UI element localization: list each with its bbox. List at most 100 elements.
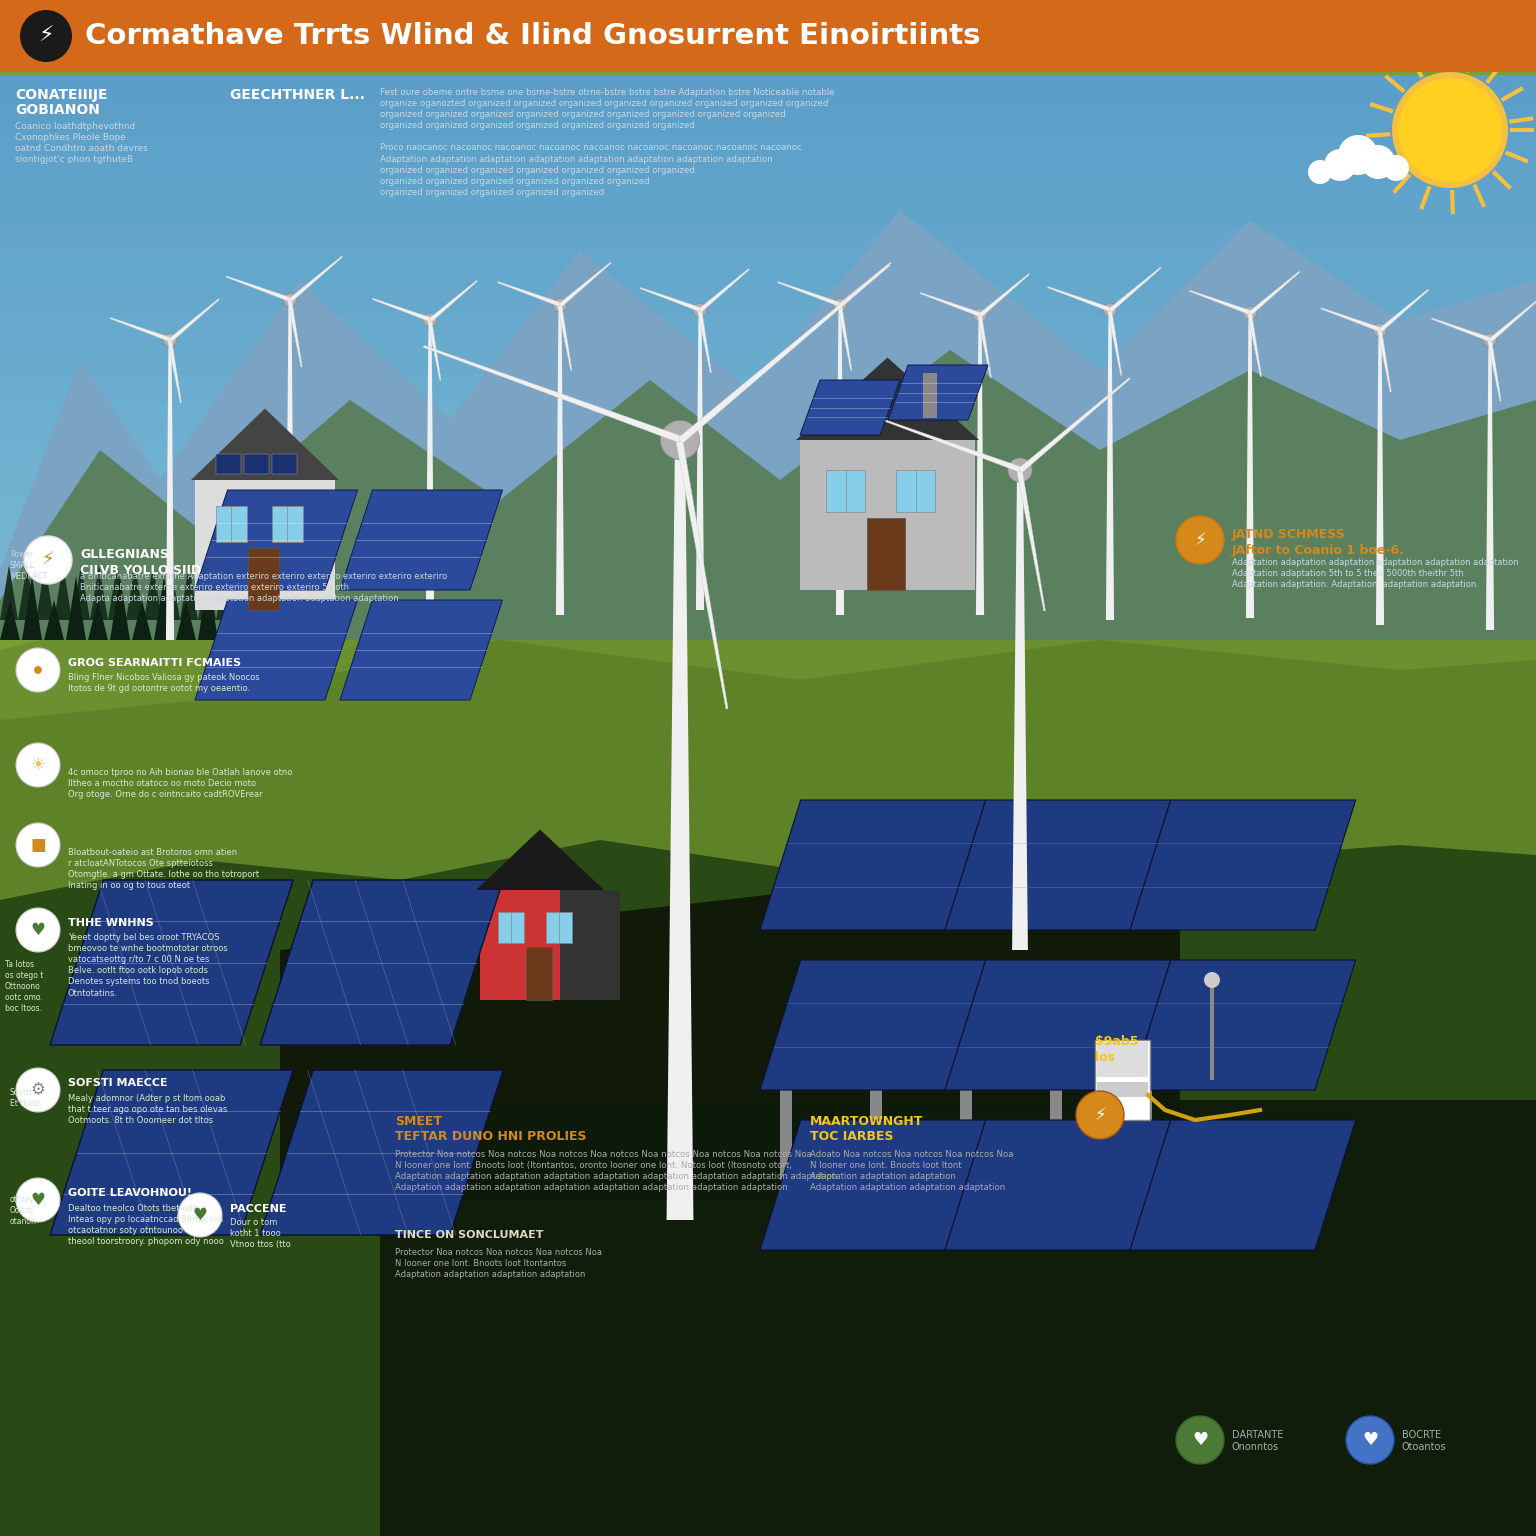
Polygon shape: [1130, 800, 1356, 929]
Text: ottoay
Ooltos
otanon: ottoay Ooltos otanon: [11, 1195, 37, 1226]
Text: 4c omoco tproo no Aih bionao ble Oatlah lanove otno
Iltheo a moctho otatoco oo m: 4c omoco tproo no Aih bionao ble Oatlah …: [68, 768, 292, 799]
Bar: [0, 495, 1536, 525]
Bar: [0, 614, 1536, 647]
Polygon shape: [975, 315, 985, 614]
Polygon shape: [195, 490, 358, 590]
Polygon shape: [0, 350, 1536, 641]
Bar: [869, 1051, 882, 1180]
Circle shape: [1361, 144, 1395, 180]
Bar: [249, 548, 280, 610]
Polygon shape: [429, 281, 478, 323]
Text: ■: ■: [31, 836, 46, 854]
Bar: [780, 1051, 793, 1180]
Polygon shape: [1109, 267, 1161, 312]
Circle shape: [1484, 333, 1496, 347]
Polygon shape: [252, 565, 270, 621]
Polygon shape: [226, 276, 290, 301]
Polygon shape: [667, 439, 693, 1220]
Bar: [0, 224, 1536, 257]
Polygon shape: [777, 281, 840, 307]
Text: $9ab5
los: $9ab5 los: [1095, 1035, 1138, 1064]
Polygon shape: [920, 292, 982, 316]
Text: Adaptation adaptation adaptation adaptation adaptation adaptation
Adaptation ada: Adaptation adaptation adaptation adaptat…: [1232, 558, 1519, 590]
Polygon shape: [22, 576, 41, 641]
Polygon shape: [696, 310, 703, 610]
Bar: [217, 455, 241, 473]
Text: Yeeet doptty bel bes oroot TRYACOS
bmeovoo te wnhe bootmototar otroos
vatocatseo: Yeeet doptty bel bes oroot TRYACOS bmeov…: [68, 932, 227, 997]
Text: ♥: ♥: [1362, 1432, 1378, 1448]
Polygon shape: [1246, 313, 1253, 617]
Polygon shape: [837, 304, 852, 370]
Circle shape: [1204, 972, 1220, 988]
Bar: [525, 948, 551, 1000]
Polygon shape: [144, 565, 161, 621]
Polygon shape: [180, 565, 198, 621]
Text: ☀: ☀: [31, 756, 46, 774]
Polygon shape: [1130, 1120, 1356, 1250]
Polygon shape: [286, 300, 293, 621]
Polygon shape: [0, 641, 1536, 900]
Circle shape: [15, 1178, 60, 1223]
Polygon shape: [198, 576, 218, 641]
Circle shape: [1382, 155, 1409, 181]
Polygon shape: [945, 960, 1170, 1091]
Circle shape: [1008, 458, 1032, 482]
Bar: [0, 585, 1536, 616]
Polygon shape: [945, 800, 1170, 929]
Polygon shape: [1017, 470, 1046, 611]
Text: Ta lotos
os otego t
Ottnoono
ootc omo.
boc Itoos.: Ta lotos os otego t Ottnoono ootc omo. b…: [5, 960, 43, 1014]
Polygon shape: [66, 576, 86, 641]
Bar: [0, 406, 1536, 436]
Polygon shape: [72, 565, 91, 621]
Circle shape: [1177, 1416, 1224, 1464]
Polygon shape: [1432, 318, 1491, 341]
Polygon shape: [108, 565, 126, 621]
Bar: [895, 470, 935, 511]
Bar: [0, 0, 1536, 72]
Polygon shape: [558, 304, 571, 370]
Polygon shape: [111, 318, 170, 341]
Bar: [960, 1051, 972, 1180]
Bar: [498, 912, 524, 943]
Polygon shape: [161, 565, 180, 621]
Polygon shape: [220, 601, 240, 641]
Polygon shape: [760, 960, 986, 1091]
Text: Cormathave Trrts Wlind & Ilind Gnosurrent Einoirtiints: Cormathave Trrts Wlind & Ilind Gnosurren…: [84, 22, 980, 51]
Text: ⚙: ⚙: [31, 1081, 46, 1098]
Circle shape: [283, 293, 296, 307]
Polygon shape: [0, 601, 20, 641]
Polygon shape: [217, 565, 233, 621]
Polygon shape: [697, 310, 711, 373]
Bar: [0, 375, 1536, 406]
Polygon shape: [91, 565, 108, 621]
Circle shape: [553, 298, 567, 312]
Polygon shape: [424, 346, 682, 442]
Circle shape: [15, 743, 60, 786]
Polygon shape: [425, 319, 435, 610]
Text: ♥: ♥: [1192, 1432, 1207, 1448]
Polygon shape: [676, 439, 728, 710]
Circle shape: [163, 333, 177, 347]
Polygon shape: [641, 287, 700, 312]
Polygon shape: [1048, 287, 1111, 312]
Text: MAARTOWNGHT: MAARTOWNGHT: [809, 1115, 923, 1127]
Bar: [0, 75, 1536, 106]
Text: CONATEIIIJE: CONATEIIIJE: [15, 88, 108, 101]
Polygon shape: [800, 379, 900, 435]
Circle shape: [1398, 78, 1502, 181]
Polygon shape: [111, 576, 131, 641]
Text: Bloatbout-oateio ast Brotoros omn atien
r atcloatANTotocos Ote sptteiotoss
Otomg: Bloatbout-oateio ast Brotoros omn atien …: [68, 848, 260, 891]
Polygon shape: [559, 263, 611, 307]
Bar: [1140, 1051, 1152, 1160]
Polygon shape: [1378, 330, 1392, 392]
Bar: [826, 470, 865, 511]
Polygon shape: [1189, 290, 1250, 315]
Polygon shape: [977, 315, 992, 378]
Circle shape: [1392, 72, 1508, 187]
Circle shape: [20, 11, 72, 61]
Circle shape: [15, 1068, 60, 1112]
Bar: [0, 554, 1536, 587]
Text: a Bniticanabatre externe Adaptation exteriro exteriro exteriro exteriro exteriro: a Bniticanabatre externe Adaptation exte…: [80, 571, 447, 604]
Text: ♥: ♥: [31, 1190, 46, 1209]
Text: ⚡: ⚡: [1094, 1106, 1106, 1124]
